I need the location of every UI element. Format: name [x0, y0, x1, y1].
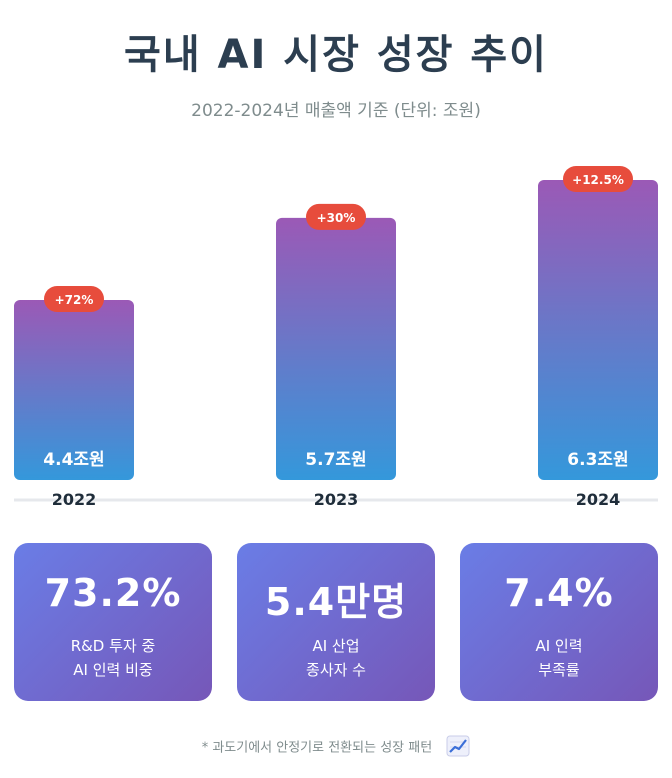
growth-badge: [563, 166, 633, 192]
chart-subtitle: 2022-2024년 매출액 기준 (단위: 조원): [191, 101, 481, 121]
stat-label: AI 산업 종사자 수: [306, 637, 366, 679]
bar-value-label: 6.3조원: [567, 450, 628, 470]
stat-card-shortage: 7.4% AI 인력 부족률: [460, 543, 658, 701]
stat-card-rd-ratio: 73.2% R&D 투자 중 AI 인력 비중: [14, 543, 212, 701]
growth-badge-label: +72%: [55, 293, 94, 307]
bar-2023: [276, 217, 396, 480]
bar-value-label: 4.4조원: [43, 450, 104, 470]
stat-value: 5.4만명: [264, 580, 408, 624]
bar-2024: [538, 180, 658, 480]
x-tick-label: 2022: [52, 490, 97, 509]
stat-card-workers: 5.4만명 AI 산업 종사자 수: [237, 543, 435, 701]
growth-badge: [306, 203, 366, 230]
x-tick-label: 2024: [576, 490, 621, 509]
growth-badge: [44, 286, 104, 312]
bar-chart: 4.4조원 +72% 2022 5.7조원 +30% 2023 6.3조원 +12.5% 202…: [14, 166, 658, 509]
bar-2022: [14, 300, 134, 480]
footnote-text: * 과도기에서 안정기로 전환되는 성장 패턴: [201, 740, 433, 756]
chart-increasing-icon: [446, 735, 470, 761]
stat-value: 7.4%: [504, 571, 614, 615]
stat-label: AI 인력 부족률: [535, 637, 583, 679]
stat-label: R&D 투자 중 AI 인력 비중: [70, 637, 156, 679]
footnote: * 과도기에서 안정기로 전환되는 성장 패턴: [0, 735, 672, 761]
growth-badge-label: +12.5%: [572, 173, 624, 187]
chart-title: 국내 AI 시장 성장 추이: [124, 32, 548, 78]
bar-value-label: 5.7조원: [305, 450, 366, 470]
x-tick-label: 2023: [314, 490, 359, 509]
growth-badge-label: +30%: [317, 211, 356, 225]
stat-value: 73.2%: [44, 571, 182, 615]
stats-cards: 73.2% R&D 투자 중 AI 인력 비중 5.4만명 AI 산업 종사자 …: [14, 543, 658, 701]
